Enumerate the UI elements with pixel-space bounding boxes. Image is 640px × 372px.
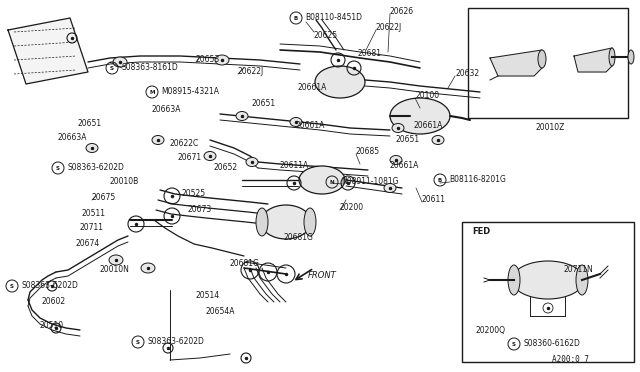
Text: 20681: 20681 (357, 49, 381, 58)
Ellipse shape (86, 144, 98, 153)
Ellipse shape (384, 183, 396, 192)
Text: N: N (330, 180, 334, 185)
Text: FRONT: FRONT (308, 272, 337, 280)
Text: S08360-6162D: S08360-6162D (523, 340, 580, 349)
Ellipse shape (508, 265, 520, 295)
Text: S: S (512, 341, 516, 346)
Text: 20671: 20671 (178, 154, 202, 163)
Text: 20625: 20625 (313, 32, 337, 41)
Ellipse shape (576, 265, 588, 295)
Text: 20511: 20511 (82, 209, 106, 218)
Ellipse shape (390, 155, 402, 164)
Ellipse shape (256, 208, 268, 236)
Text: 20622J: 20622J (376, 23, 403, 32)
Text: 20711: 20711 (80, 224, 104, 232)
Ellipse shape (204, 151, 216, 160)
Text: S: S (136, 340, 140, 344)
Text: 20661A: 20661A (295, 122, 324, 131)
Text: 20651: 20651 (78, 119, 102, 128)
Text: 20663A: 20663A (152, 106, 182, 115)
Text: 20622C: 20622C (170, 140, 199, 148)
Ellipse shape (432, 135, 444, 144)
Ellipse shape (246, 157, 258, 167)
Text: 20685: 20685 (356, 148, 380, 157)
Text: 20661A: 20661A (390, 160, 419, 170)
Polygon shape (8, 18, 88, 84)
Text: 20200: 20200 (340, 203, 364, 212)
Ellipse shape (261, 205, 311, 239)
Ellipse shape (538, 50, 546, 68)
Text: S08363-8161D: S08363-8161D (121, 64, 178, 73)
Polygon shape (490, 50, 542, 76)
Text: 20632: 20632 (455, 70, 479, 78)
Text: 20711N: 20711N (564, 266, 594, 275)
Text: B08116-8201G: B08116-8201G (449, 176, 506, 185)
Text: S08363-6202D: S08363-6202D (21, 282, 78, 291)
Text: 20010B: 20010B (110, 177, 140, 186)
Text: 20611: 20611 (422, 196, 446, 205)
Text: 20622J: 20622J (238, 67, 264, 77)
Text: 20654A: 20654A (206, 308, 236, 317)
Text: B08110-8451D: B08110-8451D (305, 13, 362, 22)
Text: M08915-4321A: M08915-4321A (161, 87, 219, 96)
Ellipse shape (304, 208, 316, 236)
Bar (462, 222, 634, 362)
Text: N08911-1081G: N08911-1081G (341, 177, 399, 186)
Ellipse shape (215, 55, 229, 65)
Text: S: S (110, 65, 114, 71)
Text: 20651: 20651 (252, 99, 276, 109)
Text: 20010N: 20010N (100, 266, 130, 275)
Text: 20010Z: 20010Z (536, 124, 565, 132)
Text: 20602: 20602 (42, 298, 66, 307)
Text: 20661A: 20661A (413, 122, 442, 131)
Ellipse shape (113, 57, 127, 67)
Text: 20663A: 20663A (58, 134, 88, 142)
Text: 20510: 20510 (40, 321, 64, 330)
Bar (468, 8, 628, 118)
Text: 20674: 20674 (76, 240, 100, 248)
Ellipse shape (299, 166, 345, 194)
Text: S08363-6202D: S08363-6202D (67, 164, 124, 173)
Text: B: B (438, 177, 442, 183)
Text: 20200Q: 20200Q (476, 326, 506, 334)
Ellipse shape (152, 135, 164, 144)
Text: 20673: 20673 (188, 205, 212, 215)
Text: 20651: 20651 (395, 135, 419, 144)
Polygon shape (574, 48, 612, 72)
Text: 20611A: 20611A (280, 161, 309, 170)
Ellipse shape (141, 263, 155, 273)
Ellipse shape (628, 50, 634, 64)
Text: A200:0 7: A200:0 7 (552, 356, 589, 365)
Ellipse shape (290, 118, 302, 126)
Text: FED: FED (472, 228, 490, 237)
Text: 20525: 20525 (182, 189, 206, 199)
Text: S: S (10, 283, 14, 289)
Text: M: M (149, 90, 155, 94)
Ellipse shape (109, 255, 123, 265)
Text: 20653: 20653 (196, 55, 220, 64)
Text: B: B (294, 16, 298, 20)
Text: 20681G: 20681G (284, 234, 314, 243)
Text: 20675: 20675 (92, 193, 116, 202)
Ellipse shape (390, 98, 450, 134)
Text: 20652: 20652 (214, 164, 238, 173)
Ellipse shape (236, 112, 248, 121)
Ellipse shape (609, 48, 615, 66)
Text: 20626: 20626 (390, 7, 414, 16)
Text: S: S (56, 166, 60, 170)
Text: 20100: 20100 (415, 92, 439, 100)
Ellipse shape (512, 261, 584, 299)
Text: S08363-6202D: S08363-6202D (147, 337, 204, 346)
Text: 20681G: 20681G (230, 260, 260, 269)
Text: 20661A: 20661A (298, 83, 328, 93)
Ellipse shape (392, 124, 404, 132)
Text: 20514: 20514 (195, 291, 219, 299)
Ellipse shape (315, 66, 365, 98)
